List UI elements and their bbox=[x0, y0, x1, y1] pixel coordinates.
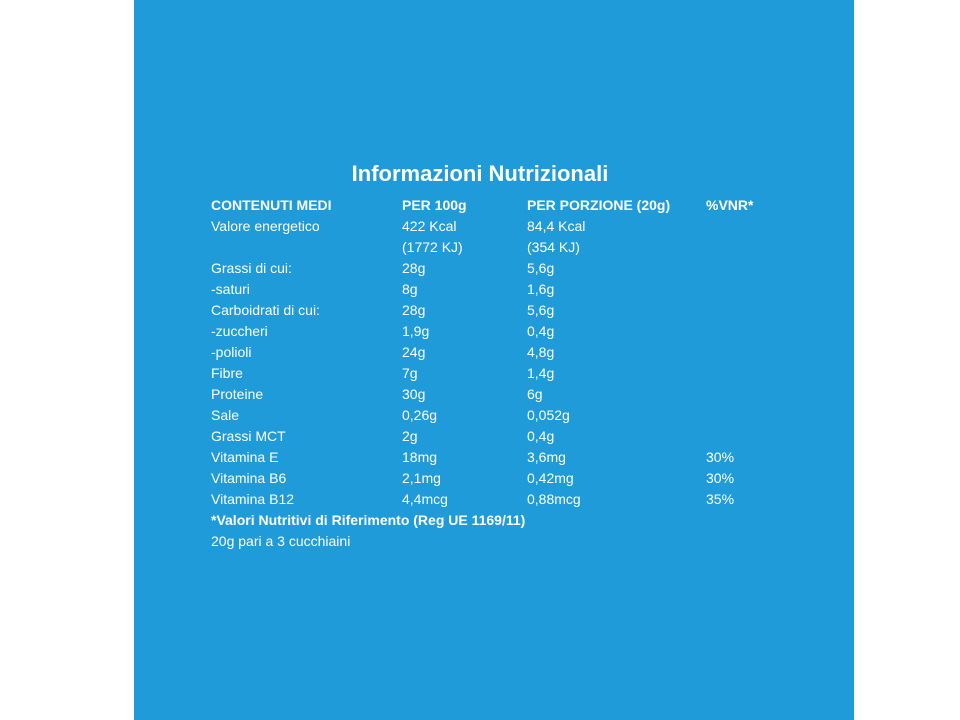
portion-cell: (354 KJ) bbox=[527, 239, 580, 255]
per100-cell: 24g bbox=[402, 344, 426, 360]
row-label: Vitamina B12 bbox=[211, 491, 295, 507]
row-label: Vitamina B6 bbox=[211, 470, 287, 486]
per100-cell: 2g bbox=[402, 428, 418, 444]
vnr-cell: 30% bbox=[706, 470, 735, 486]
row-label: Sale bbox=[211, 407, 240, 423]
per100-cell: 0,26g bbox=[402, 407, 438, 423]
per100-cell: 30g bbox=[402, 386, 426, 402]
per100-cell: 2,1mg bbox=[402, 470, 441, 486]
header-cell: CONTENUTI MEDI bbox=[211, 197, 332, 213]
portion-cell: 5,6g bbox=[527, 260, 555, 276]
row-label: -polioli bbox=[211, 344, 252, 360]
title: Informazioni Nutrizionali bbox=[351, 161, 609, 186]
portion-cell: 0,052g bbox=[527, 407, 570, 423]
portion-cell: 1,4g bbox=[527, 365, 555, 381]
portion-cell: 5,6g bbox=[527, 302, 555, 318]
background-panel bbox=[134, 0, 854, 720]
per100-cell: 422 Kcal bbox=[402, 218, 457, 234]
per100-cell: 8g bbox=[402, 281, 418, 297]
per100-cell: 1,9g bbox=[402, 323, 430, 339]
footnote: *Valori Nutritivi di Riferimento (Reg UE… bbox=[211, 512, 526, 528]
portion-cell: 6g bbox=[527, 386, 543, 402]
note: 20g pari a 3 cucchiaini bbox=[211, 533, 351, 549]
portion-cell: 0,88mcg bbox=[527, 491, 581, 507]
per100-cell: 28g bbox=[402, 302, 426, 318]
portion-cell: 4,8g bbox=[527, 344, 555, 360]
per100-cell: 4,4mcg bbox=[402, 491, 448, 507]
row-label: Grassi MCT bbox=[211, 428, 286, 444]
portion-cell: 0,4g bbox=[527, 428, 555, 444]
row-label: Valore energetico bbox=[211, 218, 320, 234]
portion-cell: 84,4 Kcal bbox=[527, 218, 586, 234]
portion-cell: 0,42mg bbox=[527, 470, 574, 486]
row-label: -zuccheri bbox=[211, 323, 268, 339]
row-label: Vitamina E bbox=[211, 449, 279, 465]
row-label: Carboidrati di cui: bbox=[211, 302, 320, 318]
row-label: Fibre bbox=[211, 365, 243, 381]
header-cell: PER 100g bbox=[402, 197, 467, 213]
row-label: Grassi di cui: bbox=[211, 260, 292, 276]
vnr-cell: 30% bbox=[706, 449, 735, 465]
per100-cell: 7g bbox=[402, 365, 418, 381]
portion-cell: 3,6mg bbox=[527, 449, 566, 465]
portion-cell: 0,4g bbox=[527, 323, 555, 339]
row-label: -saturi bbox=[211, 281, 250, 297]
header-cell: PER PORZIONE (20g) bbox=[527, 197, 671, 213]
row-label: Proteine bbox=[211, 386, 264, 402]
portion-cell: 1,6g bbox=[527, 281, 555, 297]
per100-cell: 18mg bbox=[402, 449, 438, 465]
header-cell: %VNR* bbox=[706, 197, 754, 213]
per100-cell: (1772 KJ) bbox=[402, 239, 463, 255]
vnr-cell: 35% bbox=[706, 491, 735, 507]
per100-cell: 28g bbox=[402, 260, 426, 276]
